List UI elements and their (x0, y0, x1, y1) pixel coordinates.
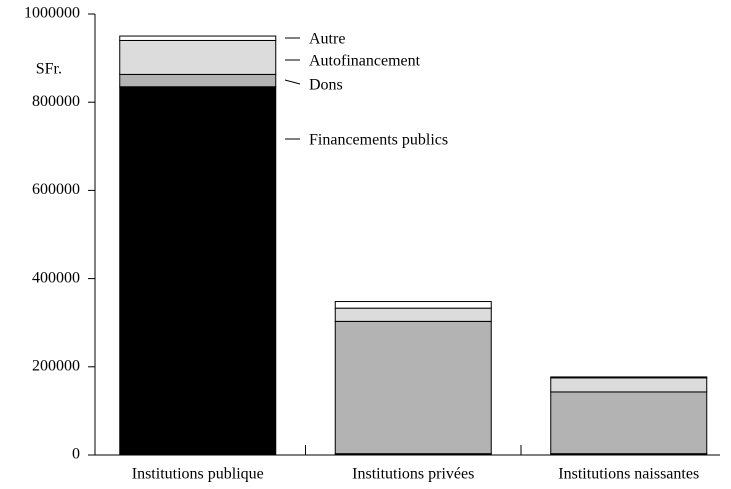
legend-label: Financements publics (309, 132, 448, 149)
y-tick-label: 200000 (32, 357, 80, 374)
x-tick-label: Institutions publique (132, 466, 264, 483)
legend-label: Autre (309, 31, 345, 48)
x-tick-label: Institutions naissantes (558, 466, 699, 483)
bar-segment (550, 391, 708, 455)
y-tick-label: 400000 (32, 269, 80, 286)
bar-segment (119, 86, 277, 456)
legend-leader (284, 79, 301, 85)
bar-segment (119, 73, 277, 88)
bar-segment (550, 376, 708, 379)
bar-segment (334, 320, 492, 455)
legend-label: Autofinancement (309, 53, 421, 70)
bar-segment (550, 377, 708, 393)
x-tick-label: Institutions privées (352, 466, 474, 483)
y-axis-label: SFr. (36, 61, 62, 78)
bar-segment (119, 39, 277, 75)
bar-segment (119, 35, 277, 41)
y-tick-label: 0 (72, 446, 80, 463)
bar-segment (334, 307, 492, 322)
legend-label: Dons (309, 77, 343, 94)
y-tick-label: 600000 (32, 181, 80, 198)
y-tick-label: 1000000 (24, 5, 80, 22)
bar-segment (334, 301, 492, 309)
y-tick-label: 800000 (32, 93, 80, 110)
